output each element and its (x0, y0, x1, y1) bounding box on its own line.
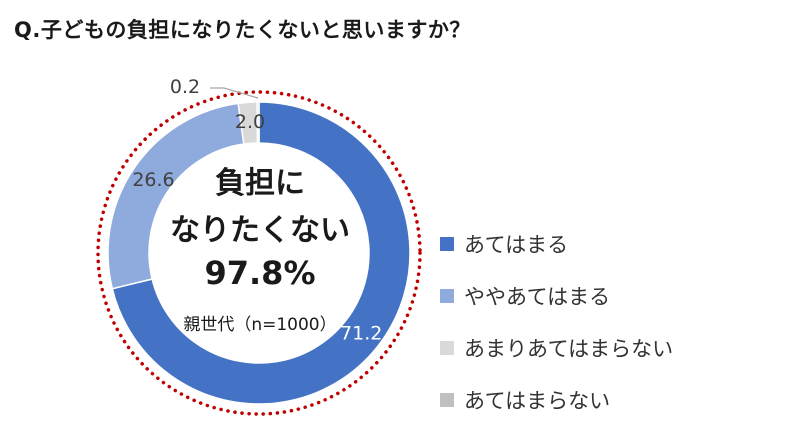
question-title: Q.子どもの負担になりたくないと思いますか？ (14, 18, 471, 42)
legend-item: あてはまらない (440, 374, 673, 426)
data-label-2: 26.6 (132, 169, 174, 191)
legend-swatch (440, 393, 454, 407)
legend-label: ややあてはまる (464, 285, 611, 309)
donut-slices (107, 101, 411, 405)
center-label-line2: なりたくない (170, 213, 350, 248)
legend-swatch (440, 289, 454, 303)
donut-slice-4 (256, 101, 260, 144)
legend-swatch (440, 237, 454, 251)
legend-swatch (440, 341, 454, 355)
center-sample-note: 親世代（n=1000） (183, 315, 337, 335)
center-label-line1: 負担に (215, 166, 305, 201)
donut-slice-1 (111, 101, 411, 405)
chart-legend: あてはまるややあてはまるあまりあてはまらない あてはまらない (440, 218, 673, 426)
data-labels: 71.2 26.6 2.0 0.2 (132, 76, 382, 344)
legend-item: ややあてはまる (440, 270, 673, 322)
legend-label: あてはまる (464, 233, 569, 257)
legend-item: あてはまる (440, 218, 673, 270)
legend-label: あてはまらない (464, 389, 611, 413)
data-label-1: 71.2 (340, 322, 382, 344)
leader-line (210, 87, 259, 99)
data-label-3: 2.0 (235, 111, 265, 133)
center-percentage: 97.8% (204, 254, 316, 292)
legend-item: あまりあてはまらない (440, 322, 673, 374)
legend-label: あまりあてはまらない (464, 337, 674, 361)
data-label-4: 0.2 (170, 76, 200, 98)
highlight-dotted-circle (96, 90, 422, 416)
